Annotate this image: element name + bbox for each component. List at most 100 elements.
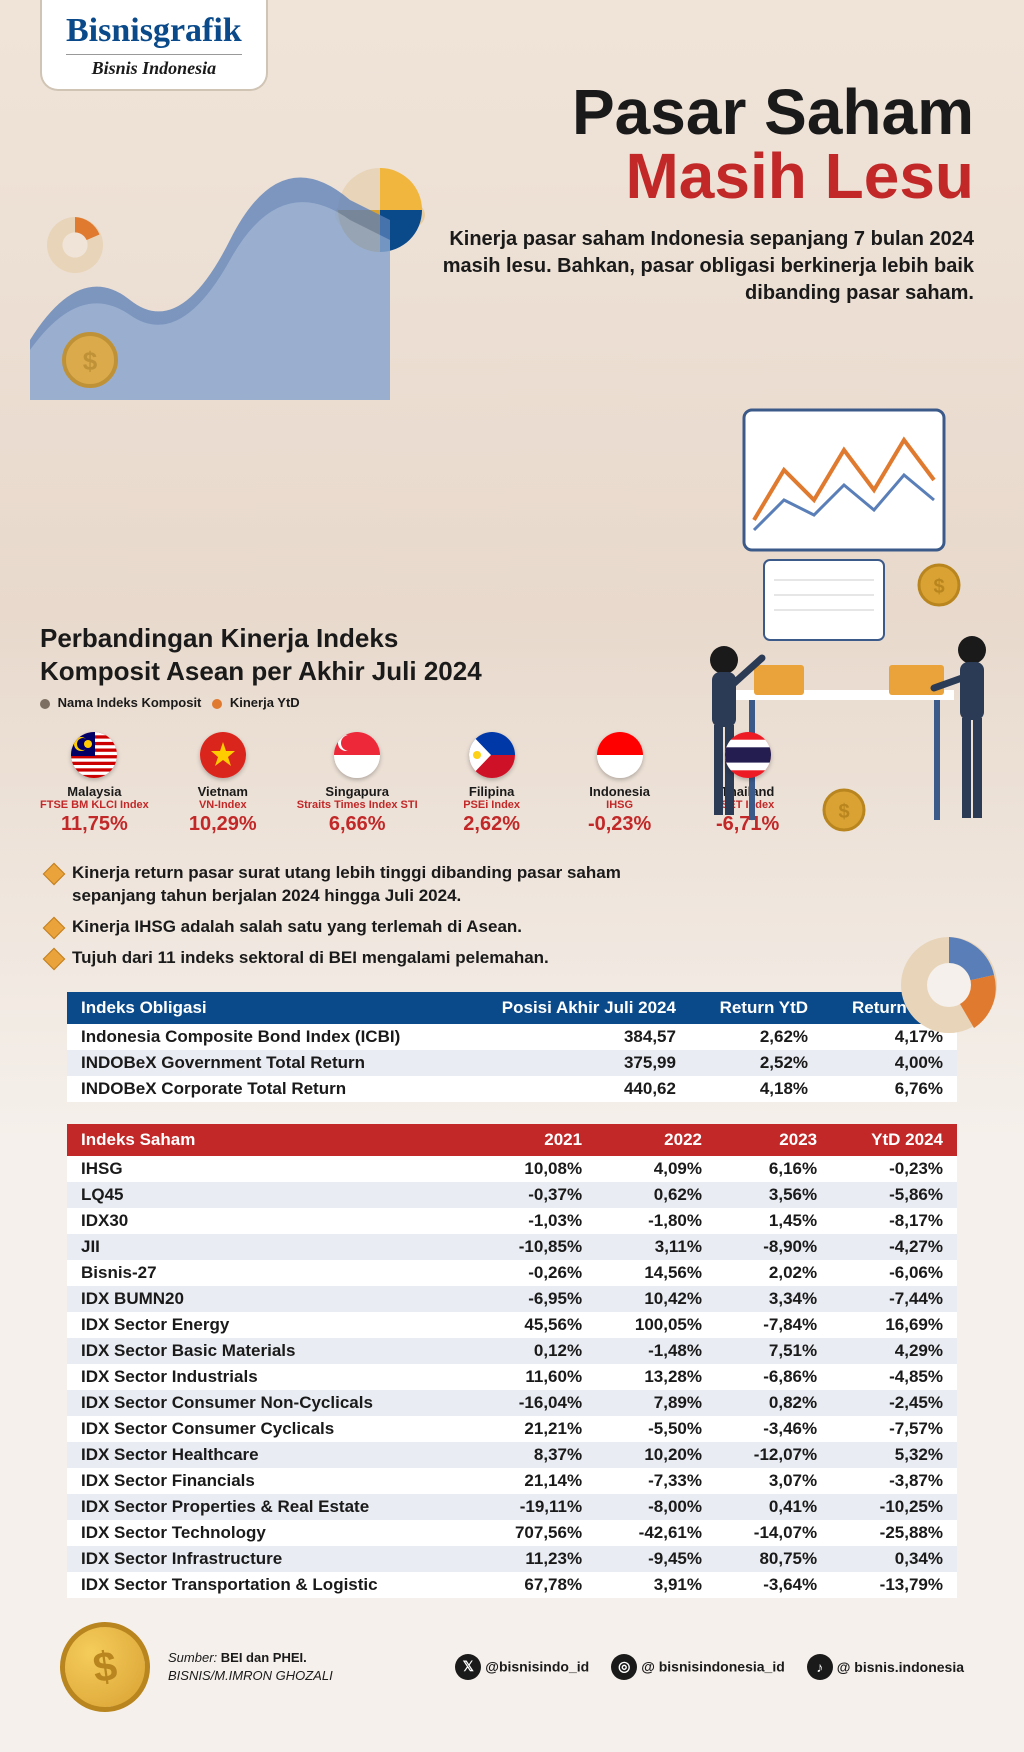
cell: -6,86% — [716, 1364, 831, 1390]
flag-icon — [725, 732, 771, 778]
cell: IDX Sector Transportation & Logistic — [67, 1572, 476, 1598]
cell: -3,87% — [831, 1468, 957, 1494]
cell: 375,99 — [461, 1050, 690, 1076]
footer: $ Sumber: BEI dan PHEI. BISNIS/M.IMRON G… — [40, 1622, 984, 1722]
coin-icon: $ — [54, 1616, 156, 1718]
cell: Indonesia Composite Bond Index (ICBI) — [67, 1024, 461, 1050]
table-row: IDX Sector Financials21,14%-7,33%3,07%-3… — [67, 1468, 957, 1494]
cell: 67,78% — [476, 1572, 596, 1598]
cell: -1,03% — [476, 1208, 596, 1234]
cell: -16,04% — [476, 1390, 596, 1416]
col-header: Indeks Saham — [67, 1124, 476, 1156]
cell: 440,62 — [461, 1076, 690, 1102]
flag-value: 2,62% — [438, 813, 546, 836]
subtitle: Kinerja pasar saham Indonesia sepanjang … — [414, 226, 974, 307]
cell: 7,51% — [716, 1338, 831, 1364]
note-item: Tujuh dari 11 indeks sektoral di BEI men… — [46, 947, 686, 970]
cell: 3,56% — [716, 1182, 831, 1208]
flag-index-name: FTSE BM KLCI Index — [40, 799, 149, 811]
table-row: IDX Sector Consumer Cyclicals21,21%-5,50… — [67, 1416, 957, 1442]
cell: 10,20% — [596, 1442, 716, 1468]
table-row: Indonesia Composite Bond Index (ICBI)384… — [67, 1024, 957, 1050]
cell: IDX Sector Financials — [67, 1468, 476, 1494]
bullet-cube-icon — [43, 863, 66, 886]
cell: -14,07% — [716, 1520, 831, 1546]
social-item: ♪@ bisnis.indonesia — [807, 1654, 964, 1680]
flag-value: -0,23% — [566, 813, 674, 836]
source-credit: Sumber: BEI dan PHEI. BISNIS/M.IMRON GHO… — [168, 1649, 333, 1685]
flag-index-name: VN-Index — [169, 799, 277, 811]
cell: 3,07% — [716, 1468, 831, 1494]
col-header: Posisi Akhir Juli 2024 — [461, 992, 690, 1024]
cell: IDX Sector Industrials — [67, 1364, 476, 1390]
cell: 6,76% — [822, 1076, 957, 1102]
compare-heading-l1: Perbandingan Kinerja Indeks — [40, 623, 398, 653]
socials: 𝕏@bisnisindo_id◎@ bisnisindonesia_id♪@ b… — [455, 1654, 964, 1680]
cell: 0,41% — [716, 1494, 831, 1520]
cell: -1,80% — [596, 1208, 716, 1234]
cell: -0,37% — [476, 1182, 596, 1208]
flag-index-name: IHSG — [566, 799, 674, 811]
cell: 6,16% — [716, 1156, 831, 1182]
cell: 3,34% — [716, 1286, 831, 1312]
table-row: IDX Sector Energy45,56%100,05%-7,84%16,6… — [67, 1312, 957, 1338]
table-row: IDX30-1,03%-1,80%1,45%-8,17% — [67, 1208, 957, 1234]
cell: 21,21% — [476, 1416, 596, 1442]
legend-dot-1 — [40, 699, 50, 709]
cell: 0,34% — [831, 1546, 957, 1572]
cell: -8,90% — [716, 1234, 831, 1260]
table-row: IDX Sector Basic Materials0,12%-1,48%7,5… — [67, 1338, 957, 1364]
cell: 3,11% — [596, 1234, 716, 1260]
cell: IDX Sector Technology — [67, 1520, 476, 1546]
social-handle: @ bisnisindonesia_id — [641, 1658, 785, 1674]
col-header: 2021 — [476, 1124, 596, 1156]
table-stocks: Indeks Saham202120222023YtD 2024IHSG10,0… — [67, 1124, 957, 1598]
cell: 4,00% — [822, 1050, 957, 1076]
table-row: Bisnis-27-0,26%14,56%2,02%-6,06% — [67, 1260, 957, 1286]
flag-index-name: Straits Times Index STI — [297, 799, 418, 811]
cell: IDX30 — [67, 1208, 476, 1234]
table-row: IDX Sector Healthcare8,37%10,20%-12,07%5… — [67, 1442, 957, 1468]
cell: 707,56% — [476, 1520, 596, 1546]
cell: -7,57% — [831, 1416, 957, 1442]
cell: 384,57 — [461, 1024, 690, 1050]
flag-country: Malaysia — [40, 784, 149, 799]
cell: INDOBeX Government Total Return — [67, 1050, 461, 1076]
cell: 16,69% — [831, 1312, 957, 1338]
flag-item: MalaysiaFTSE BM KLCI Index11,75% — [40, 732, 149, 836]
table-row: IHSG10,08%4,09%6,16%-0,23% — [67, 1156, 957, 1182]
pie-decor-3 — [894, 930, 1004, 1040]
cell: -5,50% — [596, 1416, 716, 1442]
cell: 2,52% — [690, 1050, 822, 1076]
cell: 45,56% — [476, 1312, 596, 1338]
notes-list: Kinerja return pasar surat utang lebih t… — [46, 862, 984, 970]
col-header: Indeks Obligasi — [67, 992, 461, 1024]
cell: -7,44% — [831, 1286, 957, 1312]
table-row: INDOBeX Corporate Total Return440,624,18… — [67, 1076, 957, 1102]
flag-icon — [597, 732, 643, 778]
table-row: INDOBeX Government Total Return375,992,5… — [67, 1050, 957, 1076]
table-row: LQ45-0,37%0,62%3,56%-5,86% — [67, 1182, 957, 1208]
table-row: JII-10,85%3,11%-8,90%-4,27% — [67, 1234, 957, 1260]
cell: -0,26% — [476, 1260, 596, 1286]
cell: -9,45% — [596, 1546, 716, 1572]
cell: -7,84% — [716, 1312, 831, 1338]
cell: IDX Sector Energy — [67, 1312, 476, 1338]
cell: 1,45% — [716, 1208, 831, 1234]
cell: 80,75% — [716, 1546, 831, 1572]
cell: 13,28% — [596, 1364, 716, 1390]
compare-heading-l2: Komposit Asean per Akhir Juli 2024 — [40, 656, 482, 686]
social-item: ◎@ bisnisindonesia_id — [611, 1654, 785, 1680]
svg-text:$: $ — [838, 801, 849, 823]
bullet-cube-icon — [43, 917, 66, 940]
flag-item: VietnamVN-Index10,29% — [169, 732, 277, 836]
cell: 0,82% — [716, 1390, 831, 1416]
svg-text:$: $ — [83, 346, 98, 376]
cell: -0,23% — [831, 1156, 957, 1182]
cell: 4,29% — [831, 1338, 957, 1364]
cell: -6,06% — [831, 1260, 957, 1286]
flag-item: IndonesiaIHSG -0,23% — [566, 732, 674, 836]
table-row: IDX Sector Properties & Real Estate-19,1… — [67, 1494, 957, 1520]
flag-country: Indonesia — [566, 784, 674, 799]
note-item: Kinerja return pasar surat utang lebih t… — [46, 862, 686, 908]
